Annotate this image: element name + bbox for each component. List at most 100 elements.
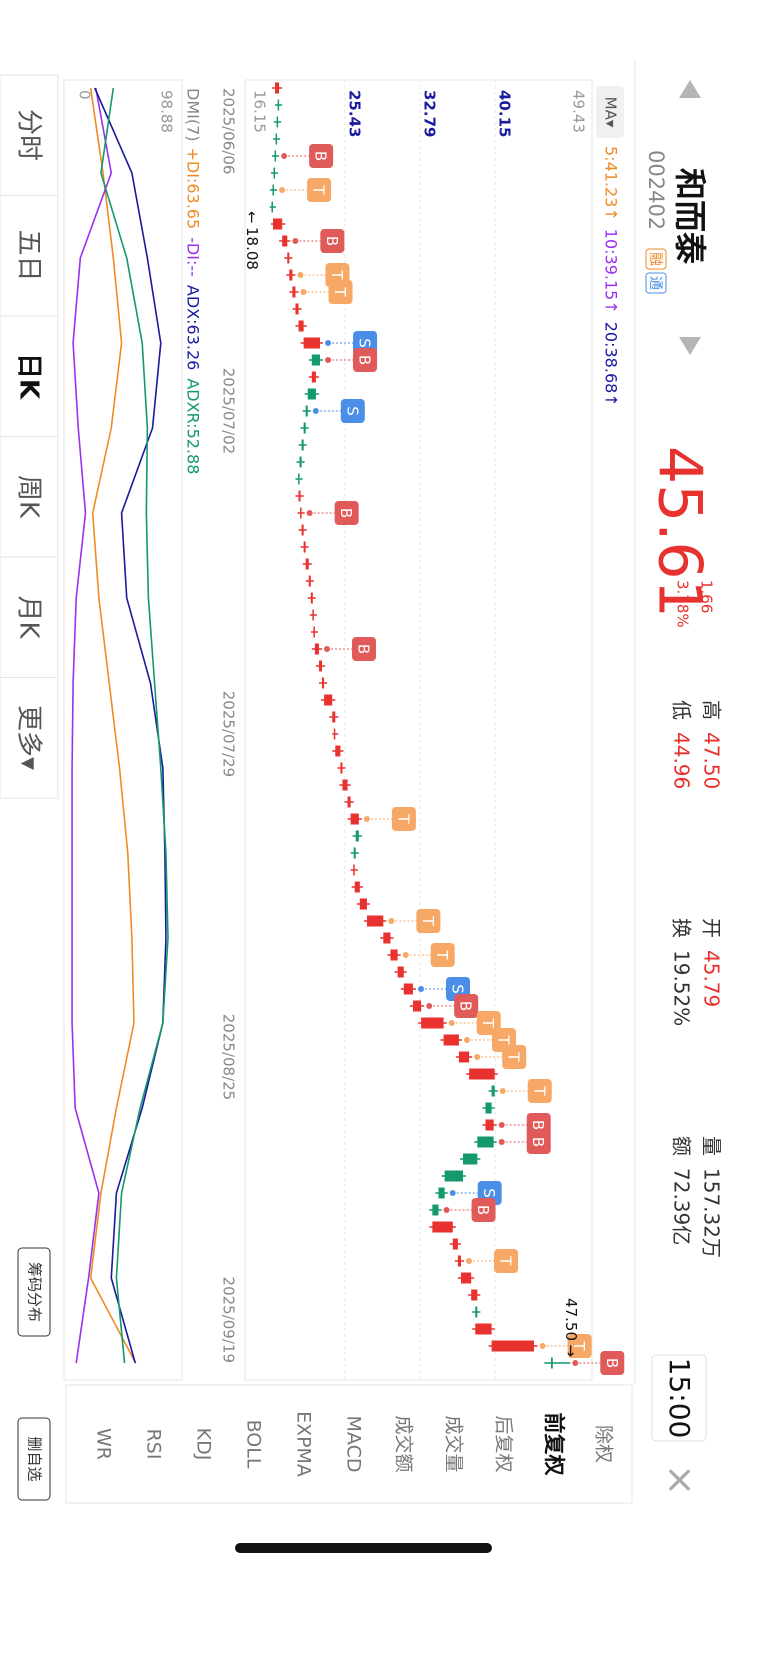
signal-badge <box>600 1351 625 1375</box>
candle-body <box>353 864 355 876</box>
badge: 通 <box>647 276 663 290</box>
signal-label: S <box>356 338 374 348</box>
candle-body <box>444 1170 464 1182</box>
tab[interactable] <box>0 677 59 799</box>
signal-dot <box>498 1139 505 1145</box>
candle-body <box>275 133 278 145</box>
candle-body <box>273 167 276 179</box>
panel-option[interactable]: BOLL <box>243 1420 265 1469</box>
high-arrow: → <box>562 1344 580 1357</box>
signal-dot <box>418 986 425 992</box>
candle-body <box>471 1289 478 1301</box>
candle-body <box>307 388 316 400</box>
candle-body <box>313 626 315 638</box>
ma-title[interactable]: MA▾ <box>602 97 620 128</box>
signal-badge <box>334 501 359 525</box>
panel-option[interactable]: EXPMA <box>293 1411 315 1477</box>
signal-label: S <box>343 406 361 416</box>
candle-body <box>289 269 293 281</box>
candle-body <box>305 558 309 570</box>
prev-stock[interactable] <box>679 80 701 98</box>
panel-option[interactable]: 成交量 <box>443 1415 465 1472</box>
candle-body <box>460 1272 472 1284</box>
candle-body <box>421 1017 444 1029</box>
signal-badge <box>567 1334 592 1358</box>
low-label: 18.08 <box>243 227 261 270</box>
signal-dot <box>463 1037 470 1043</box>
dmi-line <box>94 87 167 1364</box>
panel-option[interactable]: 后复权 <box>493 1415 515 1472</box>
candle-body <box>271 201 273 213</box>
signal-badge <box>502 1045 527 1069</box>
signal-label: T <box>394 813 412 824</box>
signal-badge <box>526 1130 551 1154</box>
signal-dot <box>572 1360 579 1366</box>
tab-label[interactable]: 更多▾ <box>14 705 44 770</box>
panel-option[interactable]: 除权 <box>593 1425 615 1463</box>
tab-label[interactable]: 五日 <box>14 229 44 281</box>
signal-badge <box>430 943 455 967</box>
candle-body <box>366 915 384 927</box>
panel-option[interactable]: 前复权 <box>542 1413 566 1476</box>
signal-label: T <box>497 1255 515 1266</box>
low-arrow: ← <box>243 211 261 224</box>
signal-label: T <box>505 1051 523 1062</box>
next-stock[interactable] <box>679 337 701 355</box>
candle-body <box>303 337 320 349</box>
tab-label[interactable]: 周K <box>14 475 44 519</box>
ma-button[interactable] <box>596 86 624 138</box>
candle-body <box>272 184 275 196</box>
signal-dot <box>279 187 286 193</box>
signal-dot <box>300 289 307 295</box>
candle-body <box>298 490 301 502</box>
chip-label[interactable]: 筹码分布 <box>26 1262 44 1322</box>
candle-body <box>350 813 359 825</box>
badge-box <box>645 272 667 294</box>
dmi-line <box>89 87 137 1364</box>
remove-label[interactable]: 删自选 <box>26 1436 44 1481</box>
dmi-title: DMI(7) <box>184 88 203 142</box>
candle-body <box>412 1000 422 1012</box>
signal-dot <box>324 646 331 652</box>
close-button[interactable]: × <box>659 1464 703 1496</box>
signal-label: B <box>312 151 330 161</box>
signal-dot <box>306 510 313 516</box>
signal-badge <box>320 229 345 253</box>
candle-body <box>298 473 300 485</box>
signal-label: B <box>356 355 374 365</box>
signal-label: B <box>457 1001 475 1011</box>
panel-option[interactable]: MACD <box>343 1416 365 1473</box>
signal-badge <box>416 909 441 933</box>
side-panel <box>65 1384 633 1504</box>
signal-label: S <box>449 984 467 994</box>
candle-body <box>463 1153 478 1165</box>
signal-label: T <box>419 915 437 926</box>
tab-label[interactable]: 日K <box>14 353 44 400</box>
candle-body <box>300 507 302 519</box>
stat-label: 额 <box>670 1136 694 1156</box>
candle-body <box>303 422 306 434</box>
dmi-line <box>100 87 169 1364</box>
signal-dot <box>312 408 319 414</box>
ma-legend: 20:38.68↑ <box>602 322 621 407</box>
candle-body <box>477 1136 494 1148</box>
dmi-line <box>71 87 113 1364</box>
remove-button[interactable] <box>17 1417 51 1501</box>
candle-body <box>308 575 311 587</box>
panel-option[interactable]: 成交额 <box>393 1415 415 1472</box>
candle-body <box>299 456 302 468</box>
signal-badge <box>352 637 377 661</box>
candle-body <box>276 116 279 128</box>
signal-dot <box>325 357 332 363</box>
panel-option[interactable]: RSI <box>143 1429 165 1460</box>
panel-option[interactable]: WR <box>93 1428 115 1460</box>
candle-body <box>274 150 277 162</box>
candle-body <box>305 405 308 417</box>
signal-dot <box>448 1020 455 1026</box>
tab-label[interactable]: 分时 <box>14 109 44 161</box>
chip-button[interactable] <box>17 1247 51 1337</box>
tab-label[interactable]: 月K <box>14 595 44 639</box>
panel-option[interactable]: KDJ <box>193 1428 215 1461</box>
stat-label: 换 <box>670 918 694 938</box>
